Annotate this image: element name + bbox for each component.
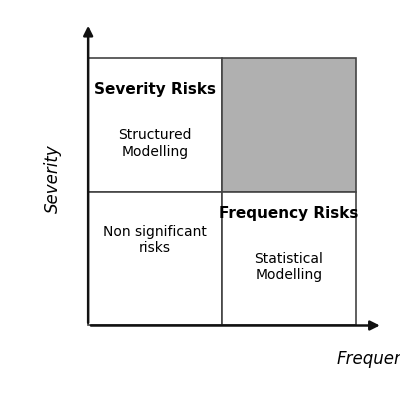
Bar — [222, 58, 356, 192]
Bar — [222, 192, 356, 325]
Text: Frequency: Frequency — [336, 350, 400, 368]
Bar — [88, 192, 222, 325]
Text: Severity Risks: Severity Risks — [94, 83, 216, 98]
Text: Severity: Severity — [44, 144, 62, 213]
Bar — [88, 58, 222, 192]
Text: Structured
Modelling: Structured Modelling — [118, 128, 192, 158]
Text: Statistical
Modelling: Statistical Modelling — [254, 252, 323, 282]
Text: Frequency Risks: Frequency Risks — [219, 205, 359, 220]
Text: Non significant
risks: Non significant risks — [103, 225, 207, 255]
